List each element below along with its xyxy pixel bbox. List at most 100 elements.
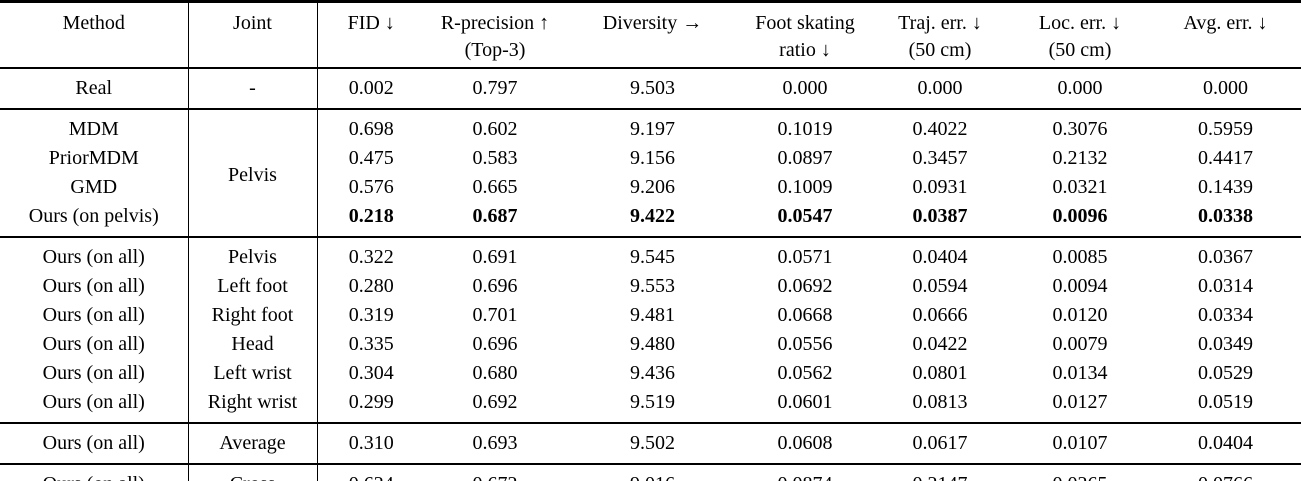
value-cell: 0.0404	[1198, 432, 1253, 454]
value-cell: 0.0571	[777, 246, 833, 268]
joint-cell: Cross	[188, 464, 318, 481]
value-cell: 0.475	[348, 147, 394, 169]
column-label: Foot skating	[755, 12, 855, 34]
column-label: Avg. err. ↓	[1183, 12, 1268, 34]
value-cell: 0.3457	[912, 147, 968, 169]
table-row: Ours (on all)Cross0.6240.6729.0160.08740…	[0, 464, 1301, 481]
value-cell: 9.553	[630, 275, 675, 297]
method-cell: Ours (on all)	[0, 388, 189, 423]
table-section-0: Real - 0.002 0.797 9.503 0.000 0.000 0.000 0.000	[0, 68, 1301, 109]
value-cell: 0.0338	[1198, 205, 1253, 227]
value-cell: 0.3076	[1052, 118, 1108, 140]
value-cell: 0.000	[1057, 77, 1103, 99]
table-row: MDM Pelvis 0.698 0.602 9.197 0.1019 0.4022 0.30…	[0, 109, 1301, 237]
value-cell: 0.0874	[740, 464, 870, 481]
table-section-1: MDM Pelvis 0.698 0.602 9.197 0.1019 0.4022 0.30…	[0, 109, 1301, 237]
value-cell: 0.1009	[777, 176, 833, 198]
value-cell: 0.0519	[1198, 391, 1253, 413]
value-cell: 0.701	[472, 304, 518, 326]
column-header-foot-skating: Foot skating ratio ↓	[740, 2, 870, 69]
value-cell: 0.583	[472, 147, 518, 169]
value-cell: 9.197	[630, 118, 675, 140]
table-row: Ours (on all) Right foot 0.319 0.701 9.481 0.…	[0, 301, 1301, 330]
method-cell: Ours (on all)	[0, 423, 189, 464]
value-cell: 0.304	[348, 362, 394, 384]
value-cell: 0.0094	[1052, 275, 1108, 297]
table-section-4: Ours (on all)Cross0.6240.6729.0160.08740…	[0, 464, 1301, 481]
value-cell: 0.624	[317, 464, 425, 481]
value-cell: 0.0666	[912, 304, 968, 326]
value-cell: 0.0334	[1198, 304, 1253, 326]
value-cell: 0.0547	[777, 205, 833, 227]
value-cell: 0.0404	[912, 246, 968, 268]
value-cell: 0.0562	[777, 362, 833, 384]
value-cell: 0.2147	[870, 464, 1010, 481]
method-cell: Ours (on all)	[0, 330, 189, 359]
value-cell: 9.436	[630, 362, 675, 384]
column-header-traj-err: Traj. err. ↓ (50 cm)	[870, 2, 1010, 69]
value-cell: 0.0617	[912, 432, 968, 454]
value-cell: 0.0801	[912, 362, 968, 384]
value-cell: 9.481	[630, 304, 675, 326]
value-cell: 0.0608	[777, 432, 833, 454]
value-cell: 0.4022	[912, 118, 968, 140]
value-cell: 0.0668	[777, 304, 833, 326]
column-header-joint: Joint	[188, 1, 318, 68]
method-cell: PriorMDM	[0, 144, 189, 173]
column-header-method: Method	[0, 1, 189, 68]
value-cell: 0.000	[782, 77, 828, 99]
value-cell: 0.322	[348, 246, 394, 268]
value-cell: 0.698	[348, 118, 394, 140]
table-section-3: Ours (on all) Average 0.310 0.693 9.502 0.060…	[0, 423, 1301, 464]
value-cell: 0.0127	[1052, 391, 1108, 413]
joint-cell-rowspan: Pelvis	[188, 109, 318, 237]
value-cell: 0.335	[348, 333, 394, 355]
value-cell: 9.422	[630, 205, 675, 227]
column-label: Diversity →	[602, 12, 703, 34]
value-cell: 0.1439	[1198, 176, 1253, 198]
value-cell: 9.545	[630, 246, 675, 268]
value-cell: 0.797	[472, 77, 518, 99]
value-cell: 0.696	[472, 275, 518, 297]
value-cell: 0.665	[472, 176, 518, 198]
joint-cell: Head	[188, 330, 318, 359]
value-cell: 0.4417	[1198, 147, 1253, 169]
value-cell: 0.691	[472, 246, 518, 268]
value-cell: 0.2132	[1052, 147, 1108, 169]
table-row: GMD 0.576 0.665 9.206 0.1009 0.0931 0.0321 0.14…	[0, 173, 1301, 202]
value-cell: 0.000	[917, 77, 963, 99]
value-cell: 0.0349	[1198, 333, 1253, 355]
value-cell: 0.5959	[1198, 118, 1253, 140]
column-label: Joint	[233, 12, 272, 34]
value-cell: 0.0529	[1198, 362, 1253, 384]
value-cell: 0.0556	[777, 333, 833, 355]
header-row: Method Joint FID ↓ R-precision ↑ (Top-3) Dive…	[0, 1, 1301, 69]
column-label: Traj. err. ↓	[898, 12, 982, 34]
table-row: Ours (on all) Right wrist 0.299 0.692 9.519 0…	[0, 388, 1301, 423]
method-cell: Real	[0, 68, 189, 109]
method-cell: Ours (on pelvis)	[0, 202, 189, 237]
value-cell: 0.000	[1203, 77, 1248, 99]
value-cell: 0.576	[348, 176, 394, 198]
table-row: Ours (on all) Left foot 0.280 0.696 9.553 0.0…	[0, 272, 1301, 301]
joint-cell: Right foot	[188, 301, 318, 330]
value-cell: 0.0692	[777, 275, 833, 297]
value-cell: 0.693	[472, 432, 518, 454]
value-cell: 9.480	[630, 333, 675, 355]
method-cell: GMD	[0, 173, 189, 202]
value-cell: 0.218	[348, 205, 394, 227]
method-cell: Ours (on all)	[0, 237, 189, 272]
value-cell: 0.1019	[777, 118, 833, 140]
method-cell: Ours (on all)	[0, 359, 189, 388]
method-cell: Ours (on all)	[0, 301, 189, 330]
value-cell: 9.519	[630, 391, 675, 413]
value-cell: 0.680	[472, 362, 518, 384]
value-cell: 0.687	[472, 205, 518, 227]
value-cell: 0.0314	[1198, 275, 1253, 297]
value-cell: 0.319	[348, 304, 394, 326]
joint-cell: Pelvis	[188, 237, 318, 272]
value-cell: 0.0897	[777, 147, 833, 169]
value-cell: 0.0120	[1052, 304, 1108, 326]
value-cell: 0.602	[472, 118, 518, 140]
